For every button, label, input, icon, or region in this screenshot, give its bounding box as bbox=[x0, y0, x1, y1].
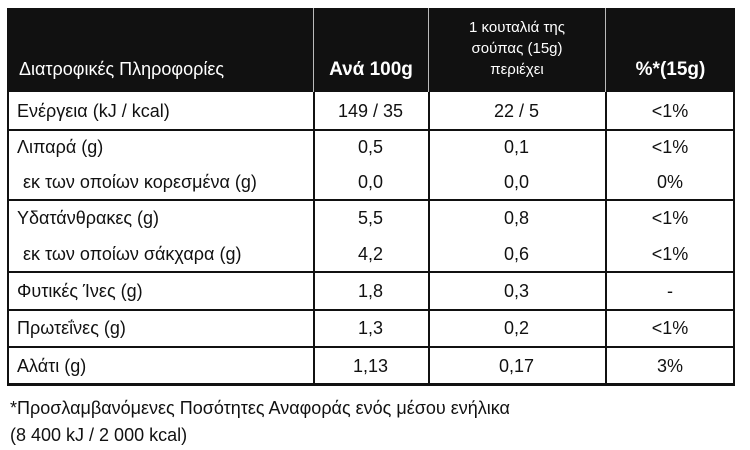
table-cell: Ενέργεια (kJ / kcal) bbox=[17, 100, 170, 121]
table-header bbox=[7, 8, 735, 92]
table-cell: 0,8 bbox=[503, 207, 530, 228]
table-cell: Φυτικές Ίνες (g) bbox=[17, 280, 143, 301]
table-cell: 0,5 bbox=[357, 137, 384, 157]
column-divider bbox=[428, 347, 430, 385]
table-cell: 22 / 5 bbox=[493, 100, 540, 121]
table-cell: 4,2 bbox=[357, 243, 384, 264]
table-cell: Υδατάνθρακες (g) bbox=[17, 207, 160, 228]
table-cell: 1,8 bbox=[357, 280, 384, 301]
table-cell: 0,3 bbox=[503, 280, 530, 301]
table-cell: <1% bbox=[651, 137, 689, 157]
footnote: *Προσλαμβανόμενες Ποσότητες Αναφοράς ενό… bbox=[10, 398, 510, 418]
row-divider bbox=[7, 309, 735, 311]
column-divider bbox=[428, 310, 430, 347]
table-cell: 5,5 bbox=[357, 207, 384, 228]
header-cell: 1 κουταλιά της σούπας (15g) περιέχει bbox=[428, 8, 605, 92]
column-divider bbox=[313, 347, 315, 385]
column-divider bbox=[605, 92, 607, 130]
column-divider bbox=[428, 200, 430, 272]
row-divider bbox=[7, 199, 735, 201]
table-cell: 1,13 bbox=[352, 355, 389, 376]
table-cell: <1% bbox=[651, 207, 689, 228]
table-cell: 0,17 bbox=[498, 355, 535, 376]
table-cell: 3% bbox=[656, 355, 683, 376]
table-cell: - bbox=[667, 280, 673, 301]
column-divider bbox=[313, 310, 315, 347]
header-text: σούπας (15g) bbox=[471, 40, 563, 57]
row-divider bbox=[7, 129, 735, 131]
table-cell: 1,3 bbox=[357, 318, 384, 338]
row-divider bbox=[7, 346, 735, 348]
header-cell: Ανά 100g bbox=[313, 8, 428, 92]
header-text: %*(15g) bbox=[635, 59, 706, 80]
table-cell: Λιπαρά (g) bbox=[17, 137, 104, 157]
table-cell: 149 / 35 bbox=[337, 100, 404, 121]
row-divider bbox=[7, 271, 735, 273]
table-cell: 0% bbox=[656, 172, 683, 192]
table-cell: 0,0 bbox=[503, 172, 530, 192]
table-cell: εκ των οποίων κορεσμένα (g) bbox=[23, 172, 257, 192]
column-divider bbox=[605, 200, 607, 272]
table-cell: Αλάτι (g) bbox=[17, 355, 87, 376]
column-divider bbox=[428, 272, 430, 310]
header-text: Διατροφικές Πληροφορίες bbox=[19, 59, 225, 79]
column-divider bbox=[313, 200, 315, 272]
table-cell: 0,0 bbox=[357, 172, 384, 192]
column-divider bbox=[428, 92, 430, 130]
column-divider bbox=[605, 310, 607, 347]
column-divider bbox=[313, 272, 315, 310]
column-divider bbox=[428, 130, 430, 200]
column-divider bbox=[605, 347, 607, 385]
header-text: περιέχει bbox=[490, 61, 544, 78]
column-divider bbox=[605, 130, 607, 200]
table-cell: <1% bbox=[651, 243, 689, 264]
table-cell: εκ των οποίων σάκχαρα (g) bbox=[23, 243, 242, 264]
header-cell: Διατροφικές Πληροφορίες bbox=[7, 8, 313, 92]
footnote: (8 400 kJ / 2 000 kcal) bbox=[10, 425, 188, 445]
table-cell: <1% bbox=[651, 318, 689, 338]
column-divider bbox=[313, 130, 315, 200]
column-divider bbox=[605, 272, 607, 310]
row-divider bbox=[7, 384, 735, 386]
column-divider bbox=[313, 92, 315, 130]
table-cell: 0,1 bbox=[503, 137, 530, 157]
header-text: 1 κουταλιά της bbox=[469, 19, 565, 36]
table-cell: 0,6 bbox=[503, 243, 530, 264]
header-text: Ανά 100g bbox=[329, 59, 413, 80]
table-cell: Πρωτεΐνες (g) bbox=[17, 318, 126, 338]
header-cell: %*(15g) bbox=[605, 8, 735, 92]
table-cell: <1% bbox=[651, 100, 689, 121]
table-cell: 0,2 bbox=[503, 318, 530, 338]
